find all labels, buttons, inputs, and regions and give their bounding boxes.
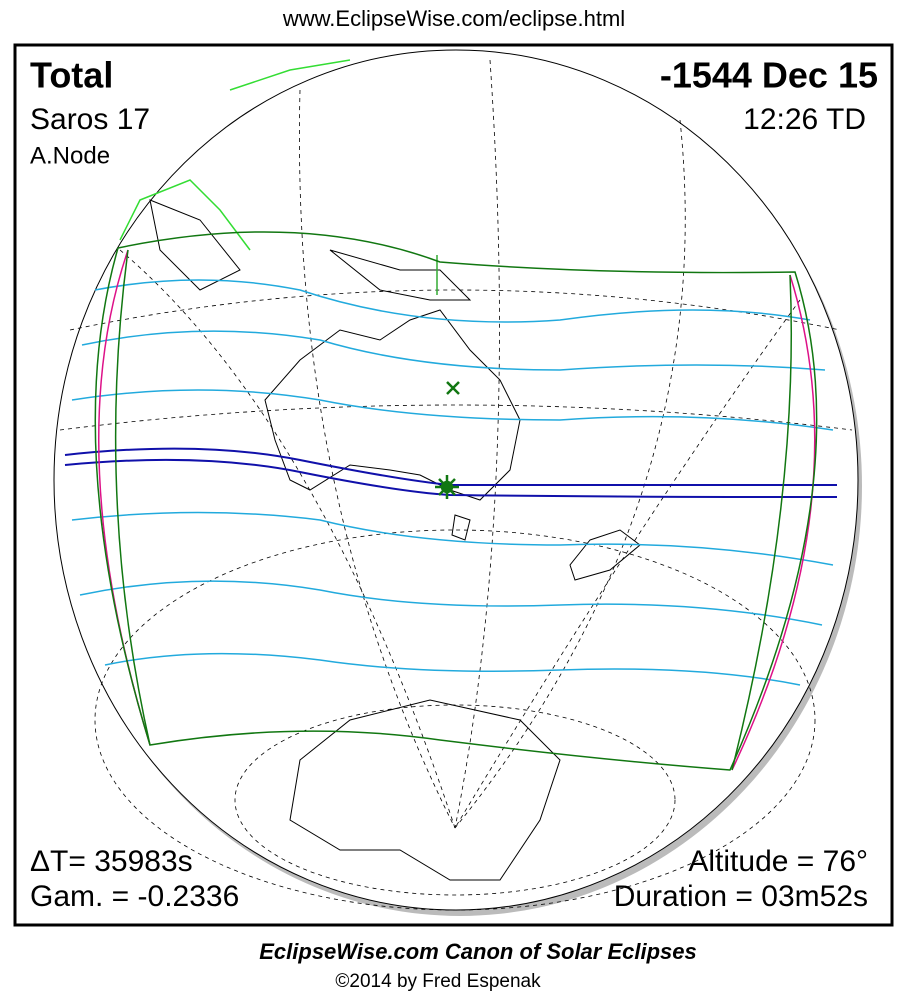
eclipse-limits: [94, 231, 818, 771]
time: 12:26 TD: [743, 103, 866, 136]
central-path: [64, 447, 838, 498]
gamma: Gam. = -0.2336: [30, 880, 239, 913]
duration: Duration = 03m52s: [614, 880, 868, 913]
altitude: Altitude = 76°: [688, 845, 868, 878]
duration-lines: [71, 279, 834, 686]
url: www.EclipseWise.com/eclipse.html: [282, 6, 625, 31]
delta-t: ΔT= 35983s: [30, 845, 193, 878]
footer-title: EclipseWise.com Canon of Solar Eclipses: [259, 939, 697, 964]
globe: [53, 49, 862, 916]
graticule: [59, 59, 853, 911]
frame: [13, 43, 894, 927]
footer-credit: ©2014 by Fred Espenak: [335, 971, 541, 992]
node: A.Node: [30, 142, 110, 169]
saros: Saros 17: [30, 103, 150, 136]
eclipse-type: Total: [30, 55, 113, 96]
date: -1544 Dec 15: [660, 55, 878, 96]
